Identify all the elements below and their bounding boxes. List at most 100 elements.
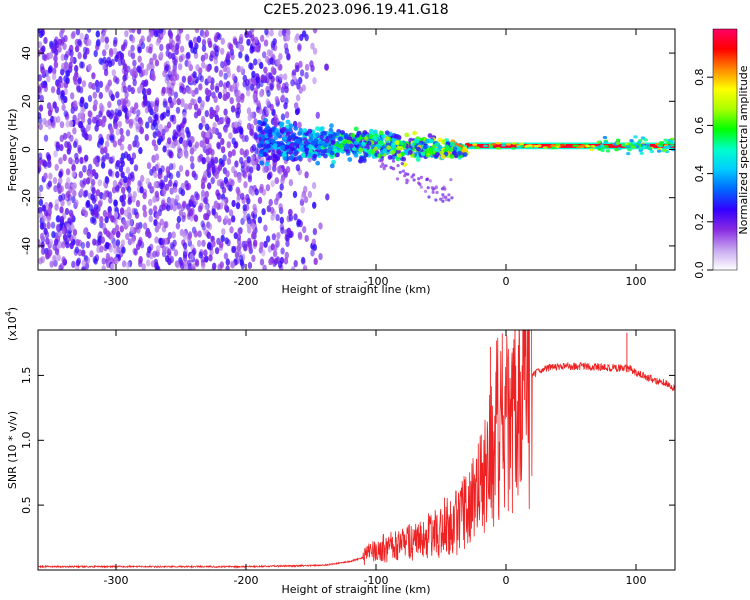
spectrogram-cell — [220, 180, 225, 188]
spectrogram-cell — [261, 74, 267, 82]
spectrogram-cell — [626, 152, 631, 156]
spectrogram-cell — [129, 226, 135, 234]
spectrogram-cell — [572, 144, 578, 147]
spectrogram-cell — [77, 144, 82, 152]
spectrogram-cell — [213, 35, 219, 43]
spectrogram-cell — [111, 69, 117, 77]
spectrogram-cell — [294, 102, 299, 110]
spectrogram-cell — [207, 75, 212, 83]
spectrogram-cell — [73, 100, 78, 108]
spectrogram-cell — [176, 170, 181, 178]
spectrogram-cell — [99, 138, 104, 146]
spectrogram-cell — [450, 196, 454, 200]
spectrogram-cell — [272, 38, 277, 46]
spectrogram-cell — [58, 177, 63, 185]
spectrogram-cell — [151, 74, 156, 82]
spectrogram-cell — [115, 77, 120, 85]
spectrogram-cell — [38, 152, 43, 160]
spectrogram-cell — [401, 142, 407, 148]
spectrogram-cell — [61, 256, 66, 264]
spectrogram-cell — [58, 241, 63, 249]
spectrogram-cell — [283, 102, 288, 110]
spectrogram-cell — [248, 243, 253, 251]
spectrogram-cell — [137, 55, 142, 63]
spectrogram-cell — [220, 234, 225, 242]
spectrogram-cell — [462, 152, 468, 157]
spectrogram-cell — [267, 133, 273, 138]
spectrogram-cell — [211, 126, 216, 135]
spectrogram-cell — [118, 165, 124, 173]
spectrogram-cell — [294, 108, 300, 116]
spectrogram-cell — [102, 63, 107, 71]
spectrogram-cell — [210, 83, 215, 91]
spectrogram-cell — [133, 208, 138, 216]
spectrogram-cell — [97, 179, 103, 187]
spectrogram-cell — [60, 89, 65, 98]
spectrogram-cell — [39, 232, 45, 240]
spectrogram-cell — [280, 113, 286, 121]
spectrogram-cell — [130, 87, 135, 95]
spectrogram-cell — [347, 157, 353, 162]
snr-x-axis: -300 -200 -100 0 100 — [104, 330, 647, 587]
spectrogram-cell — [295, 138, 301, 144]
spectrogram-cell — [156, 245, 161, 253]
spectrogram-cell — [105, 230, 111, 238]
spectrogram-cell — [178, 29, 184, 34]
spectrogram-cell — [87, 163, 93, 171]
spectrogram-cell — [51, 121, 56, 129]
spectrogram-cell — [534, 145, 540, 148]
spectrogram-cell — [243, 181, 248, 189]
spectrogram-cell — [217, 192, 222, 201]
spectrogram-cell — [38, 159, 42, 167]
spectrogram-cell — [98, 110, 103, 118]
spectrogram-cell — [384, 164, 388, 168]
spectrogram-cell — [171, 52, 176, 60]
spectrogram-cell — [105, 152, 110, 160]
spectrogram-cell — [46, 154, 52, 162]
spectrogram-cell — [389, 165, 393, 170]
spectrogram-cell — [87, 110, 93, 118]
spectrogram-cell — [307, 144, 313, 149]
spectrogram-cell — [108, 245, 114, 253]
spectrogram-cell — [302, 265, 308, 270]
spectrogram-cell — [223, 252, 229, 260]
spectrogram-cell — [204, 123, 210, 131]
spectrogram-cell — [114, 257, 119, 265]
spectrogram-cell — [93, 50, 98, 58]
spectrogram-cell — [46, 221, 51, 230]
spectrogram-cell — [419, 175, 423, 179]
spectrogram-cell — [146, 162, 152, 170]
spectrogram-cell — [72, 189, 77, 198]
spectrogram-cell — [237, 172, 242, 181]
spectrogram-cell — [187, 60, 192, 68]
spectrogram-cell — [268, 198, 273, 207]
spectrogram-cell — [40, 241, 45, 249]
spectrogram-cell — [167, 231, 173, 240]
spectrogram-cell — [666, 141, 671, 145]
spectrogram-cell — [182, 200, 187, 208]
spectrogram-y-label: Frequency (Hz) — [6, 109, 19, 192]
spectrogram-cell — [204, 190, 209, 198]
spectrogram-cell — [110, 133, 115, 141]
spectrogram-cell — [155, 97, 160, 105]
spectrogram-cell — [47, 206, 52, 214]
spectrogram-cell — [197, 155, 202, 163]
spectrogram-cell — [220, 138, 225, 146]
spectrogram-cell — [160, 165, 165, 173]
spectrogram-cell — [172, 204, 177, 212]
spectrogram-cell — [65, 120, 71, 128]
spectrogram-cell — [412, 130, 417, 136]
spectrogram-cell — [265, 125, 271, 131]
spectrogram-cell — [72, 74, 78, 83]
spectrogram-cell — [246, 38, 251, 46]
spectrogram-cell — [440, 187, 444, 191]
spectrogram-cell — [447, 193, 451, 197]
spectrogram-cell — [142, 204, 147, 212]
spectrogram-cell — [315, 111, 320, 119]
spectrogram-cell — [167, 258, 172, 266]
spectrogram-cell — [264, 29, 269, 36]
spectrogram-cell — [61, 241, 66, 249]
spectrogram-cell — [281, 126, 287, 132]
spectrogram-cell — [234, 121, 239, 129]
spectrogram-cell — [235, 202, 241, 210]
